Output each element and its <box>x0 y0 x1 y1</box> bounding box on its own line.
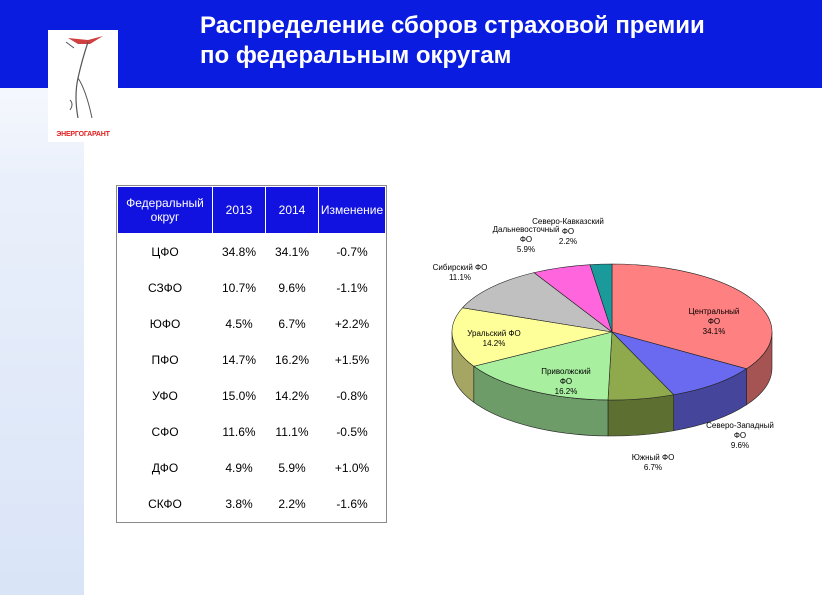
table-row: ДФО 4.9% 5.9% +1.0% <box>117 450 386 486</box>
header-change: Изменение <box>318 186 386 234</box>
header-banner: Распределение сборов страховой премии по… <box>0 0 822 88</box>
cell-district: УФО <box>117 378 213 414</box>
pie-slice-3 <box>473 331 613 401</box>
pie-label-7-2: 2.2% <box>559 237 577 246</box>
pie-label-0-0: Центральный <box>689 307 740 316</box>
district-table: Федеральный округ 2013 2014 Изменение ЦФ… <box>116 185 387 523</box>
pie-label-0-2: 34.1% <box>703 327 726 336</box>
pie-slice-7 <box>589 263 613 333</box>
cell-district: ЦФО <box>117 233 213 270</box>
pie-label-2-1: 6.7% <box>644 463 662 472</box>
cell-2013: 4.9% <box>212 450 266 486</box>
pie-label-3-2: 16.2% <box>555 387 578 396</box>
cell-2013: 11.6% <box>212 414 266 450</box>
cell-change: +1.5% <box>318 342 386 378</box>
pie-label-1-2: 9.6% <box>731 441 749 450</box>
cell-2014: 34.1% <box>265 233 319 270</box>
cell-district: СЗФО <box>117 270 213 306</box>
slide-title-line2: по федеральным округам <box>200 42 512 69</box>
pie-slice-5 <box>461 272 613 333</box>
cell-2013: 15.0% <box>212 378 266 414</box>
pie-label-2-0: Южный ФО <box>632 453 675 462</box>
cell-change: +2.2% <box>318 306 386 342</box>
table-row: СФО 11.6% 11.1% -0.5% <box>117 414 386 450</box>
cell-2013: 10.7% <box>212 270 266 306</box>
cell-district: ЮФО <box>117 306 213 342</box>
cell-2014: 2.2% <box>265 486 319 522</box>
cell-district: ПФО <box>117 342 213 378</box>
pie-label-5-1: 11.1% <box>449 273 471 282</box>
cell-change: -1.6% <box>318 486 386 522</box>
cell-2014: 6.7% <box>265 306 319 342</box>
table-row: ПФО 14.7% 16.2% +1.5% <box>117 342 386 378</box>
header-district: Федеральный округ <box>117 186 213 234</box>
cell-change: -1.1% <box>318 270 386 306</box>
header-2013: 2013 <box>212 186 266 234</box>
table-row: СКФО 3.8% 2.2% -1.6% <box>117 486 386 522</box>
pie-chart: ЦентральныйФО34.1%Северо-ЗападныйФО9.6%Ю… <box>433 217 774 472</box>
cell-district: ДФО <box>117 450 213 486</box>
slide-title-line1: Распределение сборов страховой премии <box>200 12 705 39</box>
pie-label-0-1: ФО <box>708 317 720 326</box>
pie-label-6-1: ФО <box>520 235 532 244</box>
cell-change: -0.7% <box>318 233 386 270</box>
pie-label-3-0: Приволжский <box>541 367 591 376</box>
pie-slice-0 <box>611 263 773 370</box>
cell-district: СФО <box>117 414 213 450</box>
pie-label-4-0: Уральский ФО <box>467 329 520 338</box>
cell-change: -0.5% <box>318 414 386 450</box>
cell-2013: 34.8% <box>212 233 266 270</box>
company-logo: ЭНЕРГОГАРАНТ <box>48 30 118 142</box>
cell-2014: 11.1% <box>265 414 319 450</box>
table-row: УФО 15.0% 14.2% -0.8% <box>117 378 386 414</box>
table-row: ЦФО 34.8% 34.1% -0.7% <box>117 233 386 270</box>
cell-2014: 14.2% <box>265 378 319 414</box>
pie-label-4-1: 14.2% <box>483 339 506 348</box>
cell-2013: 14.7% <box>212 342 266 378</box>
pie-slice-1 <box>611 331 748 396</box>
pie-slice-4 <box>451 307 613 367</box>
table-row: СЗФО 10.7% 9.6% -1.1% <box>117 270 386 306</box>
pie-side-2 <box>607 394 674 437</box>
logo-text: ЭНЕРГОГАРАНТ <box>56 131 110 138</box>
pie-label-7-1: ФО <box>562 227 574 236</box>
cell-2013: 3.8% <box>212 486 266 522</box>
pie-label-5-0: Сибирский ФО <box>433 263 488 272</box>
cell-2014: 9.6% <box>265 270 319 306</box>
pie-label-6-2: 5.9% <box>517 245 535 254</box>
cell-change: +1.0% <box>318 450 386 486</box>
logo-figure-icon <box>65 36 103 119</box>
header-2014: 2014 <box>265 186 319 234</box>
table-header-row: Федеральный округ 2013 2014 Изменение <box>117 186 386 234</box>
cell-2014: 5.9% <box>265 450 319 486</box>
table-row: ЮФО 4.5% 6.7% +2.2% <box>117 306 386 342</box>
pie-label-3-1: ФО <box>560 377 572 386</box>
cell-2013: 4.5% <box>212 306 266 342</box>
pie-label-1-1: ФО <box>734 431 746 440</box>
cell-2014: 16.2% <box>265 342 319 378</box>
cell-district: СКФО <box>117 486 213 522</box>
pie-label-6-0: Дальневосточный <box>493 225 560 234</box>
pie-label-7-0: Северо-Кавказский <box>532 217 604 226</box>
pie-label-1-0: Северо-Западный <box>706 421 774 430</box>
cell-change: -0.8% <box>318 378 386 414</box>
